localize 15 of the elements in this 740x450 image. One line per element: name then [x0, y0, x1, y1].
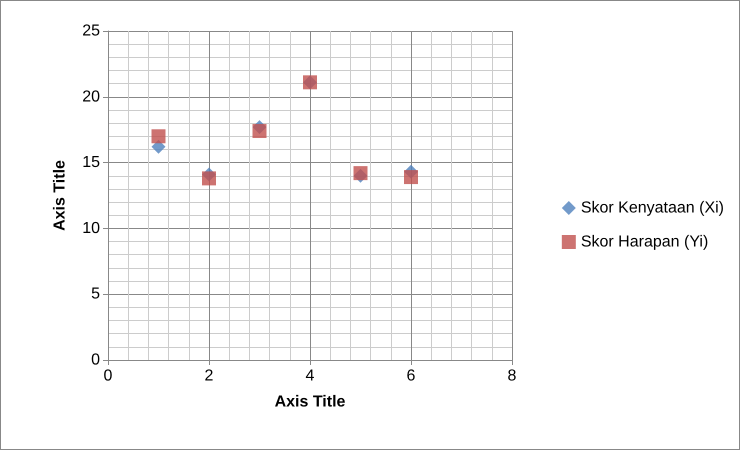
y-tick-label: 20 — [82, 88, 100, 106]
legend-label: Skor Harapan (Yi) — [580, 234, 708, 250]
y-tick-label: 5 — [91, 286, 100, 303]
x-tick-label: 6 — [406, 368, 416, 384]
y-tick-label: 15 — [82, 154, 100, 172]
y-axis-title: Axis Title — [52, 160, 68, 231]
legend-label: Skor Kenyataan (Xi) — [580, 200, 724, 216]
y-tick-label: 25 — [82, 22, 100, 40]
x-tick-label: 0 — [104, 368, 113, 384]
x-tick-label: 8 — [508, 368, 517, 384]
y-tick-label: 0 — [91, 352, 100, 368]
x-tick-label: 4 — [306, 368, 315, 384]
x-axis-title: Axis Title — [274, 394, 346, 410]
x-tick-label: 2 — [204, 368, 214, 384]
y-tick-label: 10 — [82, 220, 100, 237]
